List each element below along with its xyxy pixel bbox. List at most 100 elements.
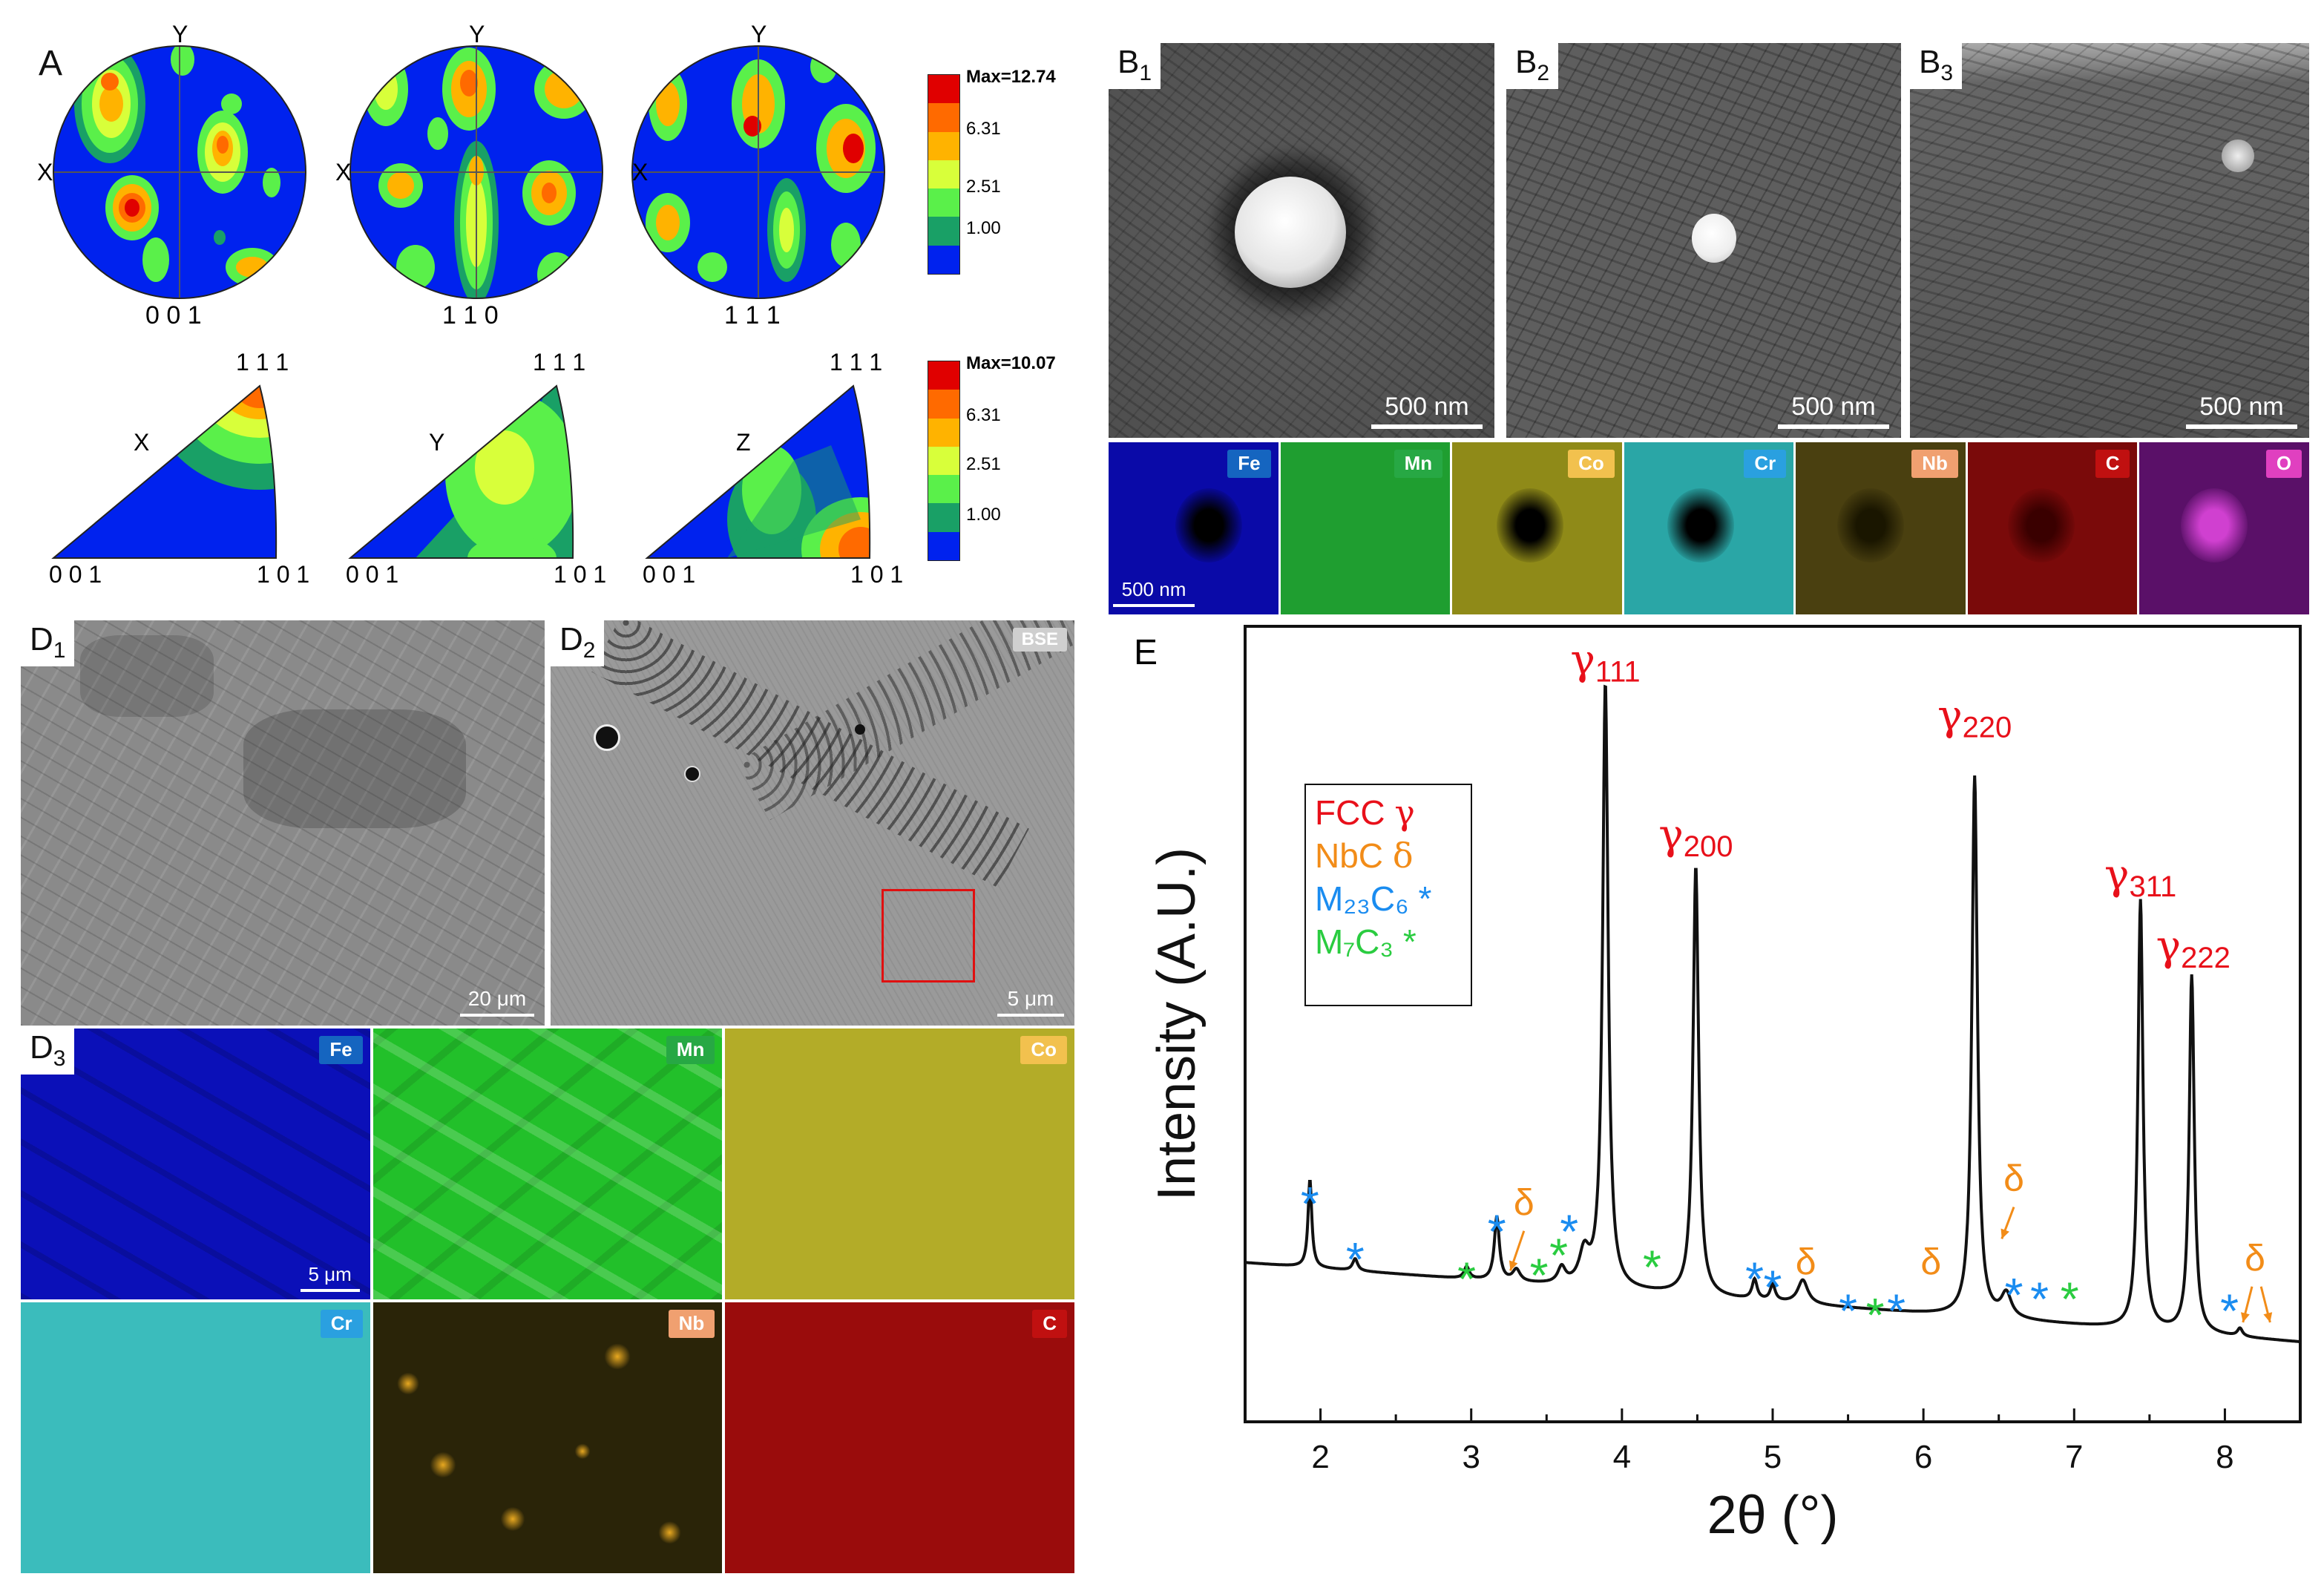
texture bbox=[372, 1302, 723, 1573]
ipf3-br: 1 0 1 bbox=[850, 561, 904, 588]
pf2-top-label: Y bbox=[469, 21, 485, 47]
delta-arrow-head bbox=[1509, 1260, 1518, 1271]
pf1-left-label: X bbox=[37, 159, 53, 186]
c-scale-bar: 500 nm bbox=[1113, 578, 1195, 607]
eds-map-strip-c: Fe 500 nm Mn Co Cr Nb C O bbox=[1109, 442, 2310, 614]
colorbar-bottom-tick: 2.51 bbox=[966, 454, 1001, 474]
eds-map-co: Co bbox=[1452, 442, 1622, 614]
pf2-left-label: X bbox=[335, 159, 352, 186]
roi-box bbox=[882, 889, 975, 983]
xrd-chart: 2 3 4 5 6 7 8 2θ (°) Intensity (A.U.) γ111 γ200 γ22… bbox=[1147, 625, 2302, 1545]
carbide-marker: * bbox=[1643, 1241, 1661, 1294]
pole-figure-set bbox=[51, 45, 885, 559]
cb-swatch bbox=[928, 475, 959, 504]
d2-scale-text: 5 μm bbox=[1007, 987, 1054, 1010]
peak-label: γ222 bbox=[2156, 922, 2231, 974]
colorbar-top-tick: 6.31 bbox=[966, 119, 1001, 139]
x-axis-label: 2θ (°) bbox=[1707, 1486, 1839, 1545]
d1-label-sub: 1 bbox=[53, 637, 66, 663]
particle-shadow bbox=[2007, 488, 2075, 562]
delta-arrow-head bbox=[2000, 1228, 2009, 1239]
legend-m7c3-name: M₇C₃ bbox=[1315, 922, 1394, 961]
pf1-top-label: Y bbox=[172, 21, 188, 47]
legend-fcc-sym: γ bbox=[1394, 793, 1415, 833]
ipf3-axis: Z bbox=[736, 429, 751, 456]
eds-badge-d3-cr: Cr bbox=[320, 1310, 363, 1338]
eds-badge-d3-fe: Fe bbox=[319, 1036, 363, 1064]
c-scale-line bbox=[1113, 604, 1195, 607]
d2-label-main: D bbox=[559, 621, 583, 657]
carbide-marker: * bbox=[1839, 1285, 1857, 1338]
legend-nbc-name: NbC bbox=[1315, 836, 1384, 875]
cb-swatch bbox=[928, 390, 959, 419]
particle-shadow bbox=[1175, 488, 1242, 562]
colorbar-bottom-tick: 6.31 bbox=[966, 405, 1001, 425]
x-tick-label: 3 bbox=[1462, 1439, 1480, 1475]
x-tick-label: 5 bbox=[1764, 1439, 1782, 1475]
cb-swatch bbox=[928, 75, 959, 104]
legend-m7c3: M₇C₃ * bbox=[1315, 920, 1471, 963]
eds-grid-d3: Fe 5 μm Mn Co Cr Nb C bbox=[21, 1029, 1074, 1573]
d2-scale-bar: 5 μm bbox=[997, 987, 1064, 1017]
particle-shadow bbox=[1837, 488, 1905, 562]
colorbar-bottom-swatches bbox=[928, 361, 960, 561]
carbide-marker: * bbox=[1301, 1177, 1319, 1230]
nbc-marker: δ bbox=[2245, 1237, 2265, 1279]
eds-badge-mn: Mn bbox=[1394, 450, 1443, 478]
ipf3-bl: 0 0 1 bbox=[643, 561, 696, 588]
texture bbox=[372, 1029, 723, 1299]
pore bbox=[594, 724, 620, 751]
texture bbox=[21, 1029, 370, 1299]
cb-swatch bbox=[928, 131, 959, 160]
legend-m7c3-sym: * bbox=[1402, 922, 1417, 961]
b3-label-main: B bbox=[1919, 44, 1941, 80]
nbc-marker: δ bbox=[2003, 1158, 2024, 1199]
tem-image-b3: B3 500 nm bbox=[1910, 43, 2309, 438]
b3-scale-line bbox=[2186, 424, 2297, 429]
ipf3-top: 1 1 1 bbox=[830, 349, 883, 375]
c-scale-text: 500 nm bbox=[1121, 578, 1186, 600]
sem-image-d1: D1 20 μm bbox=[21, 620, 545, 1026]
panel-a: A bbox=[0, 0, 1091, 594]
carbide-marker: * bbox=[1488, 1204, 1506, 1258]
eds-badge-d3-mn: Mn bbox=[666, 1036, 715, 1064]
tem-image-b2: B2 500 nm bbox=[1506, 43, 1901, 438]
legend-m23c6: M₂₃C₆ * bbox=[1315, 877, 1471, 920]
xrd-series-line bbox=[1245, 684, 2301, 1344]
carbide-marker: * bbox=[1560, 1204, 1578, 1258]
b3-scale-text: 500 nm bbox=[2199, 393, 2284, 421]
carbide-marker: * bbox=[1887, 1285, 1906, 1338]
legend-fcc-name: FCC bbox=[1315, 793, 1385, 832]
eds-map-d3-nb: Nb bbox=[372, 1302, 723, 1573]
particle-shadow bbox=[1497, 488, 1564, 562]
particle-glow bbox=[2181, 488, 2248, 562]
x-tick-label: 6 bbox=[1914, 1439, 1932, 1475]
pore bbox=[855, 724, 865, 735]
eds-badge-nb: Nb bbox=[1911, 450, 1958, 478]
texture bbox=[21, 620, 545, 1026]
peak-label: γ311 bbox=[2104, 851, 2176, 903]
cb-swatch bbox=[928, 245, 959, 274]
nbc-marker: δ bbox=[1514, 1181, 1534, 1223]
legend-m23c6-name: M₂₃C₆ bbox=[1315, 879, 1409, 918]
eds-badge-o: O bbox=[2265, 450, 2302, 478]
particle bbox=[1235, 177, 1346, 288]
eds-map-cr: Cr bbox=[1624, 442, 1794, 614]
d3-scale-text: 5 μm bbox=[308, 1263, 352, 1285]
ipf2-axis: Y bbox=[429, 429, 445, 456]
legend-fcc: FCC γ bbox=[1315, 791, 1471, 834]
eds-badge-fe: Fe bbox=[1227, 450, 1271, 478]
b2-scale-bar: 500 nm bbox=[1778, 393, 1889, 429]
pole-figure-111 bbox=[631, 45, 885, 299]
panel-a-label: A bbox=[39, 44, 63, 83]
cb-swatch bbox=[928, 446, 959, 476]
ipf1-axis: X bbox=[134, 429, 150, 456]
pf3-left-label: X bbox=[632, 159, 649, 186]
ipf2-br: 1 0 1 bbox=[554, 561, 607, 588]
cb-swatch bbox=[928, 361, 959, 390]
carbide-marker: * bbox=[1866, 1288, 1885, 1342]
b3-label-sub: 3 bbox=[1940, 60, 1954, 85]
carbide-marker: * bbox=[2220, 1285, 2239, 1338]
carbide-marker: * bbox=[2005, 1268, 2023, 1322]
pore bbox=[684, 766, 700, 782]
